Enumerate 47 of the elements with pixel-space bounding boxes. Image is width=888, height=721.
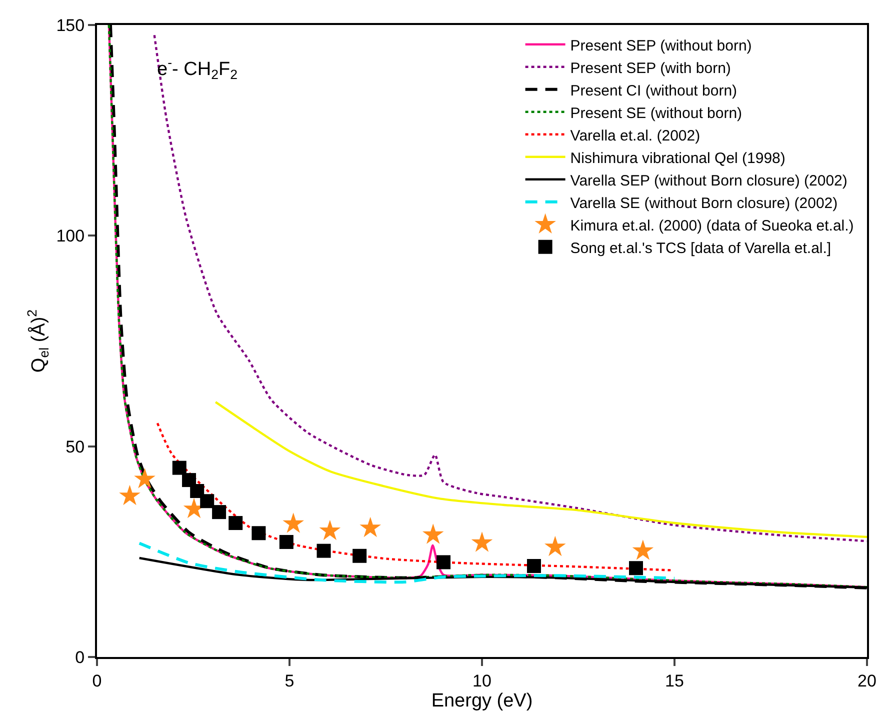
point — [252, 526, 266, 540]
x-tick-label: 20 — [858, 671, 876, 690]
x-tick-label: 10 — [472, 671, 492, 690]
point — [526, 558, 541, 573]
line-series — [153, 34, 867, 542]
legend-label: Nishimura vibrational Qel (1998) — [570, 150, 786, 167]
point — [212, 505, 226, 520]
line-series — [156, 422, 672, 572]
point — [316, 544, 331, 558]
y-tick-label: 100 — [56, 226, 85, 246]
point — [471, 532, 493, 552]
point — [352, 548, 367, 563]
legend-label: Varella SE (without Born closure) (2002) — [570, 194, 838, 212]
point — [422, 524, 444, 544]
legend-label: Varella SEP (without Born closure) (2002) — [570, 172, 848, 190]
annotation: e$^{-}$- CH$_{2}$F$_{2}$ — [157, 55, 238, 82]
y-tick-label: 50 — [66, 437, 85, 456]
point — [282, 512, 304, 533]
point — [544, 536, 566, 556]
point — [190, 484, 204, 498]
point — [228, 516, 243, 530]
point — [360, 516, 381, 538]
legend-label: Present SE (without born) — [570, 104, 742, 122]
point — [319, 520, 341, 540]
legend-label: Kimura et.al. (2000) (data of Sueoka et.al.) — [570, 217, 854, 234]
legend-label: Present CI (without born) — [570, 82, 738, 100]
point — [119, 484, 140, 506]
legend-label: Present SEP (with born) — [570, 60, 731, 77]
point — [279, 534, 294, 549]
x-tick-label: 5 — [284, 671, 294, 690]
x-tick-label: 0 — [92, 671, 102, 690]
point — [172, 460, 186, 475]
point — [134, 468, 156, 488]
point — [632, 540, 654, 560]
legend-label: Present SEP (without born) — [570, 37, 752, 54]
point — [436, 555, 450, 570]
y-tick-label: 150 — [56, 16, 85, 35]
line-series — [138, 542, 676, 584]
point — [182, 473, 196, 488]
x-tick-label: 15 — [665, 671, 684, 690]
line-series — [214, 400, 867, 538]
point — [200, 494, 214, 508]
y-tick-label: 0 — [75, 648, 85, 667]
x-axis-title: Energy (eV) — [431, 690, 533, 712]
legend-label: Varella et.al. (2002) — [570, 127, 700, 144]
point — [629, 561, 643, 576]
legend-label: Song et.al.'s TCS [data of Varella et.al.] — [570, 240, 832, 257]
